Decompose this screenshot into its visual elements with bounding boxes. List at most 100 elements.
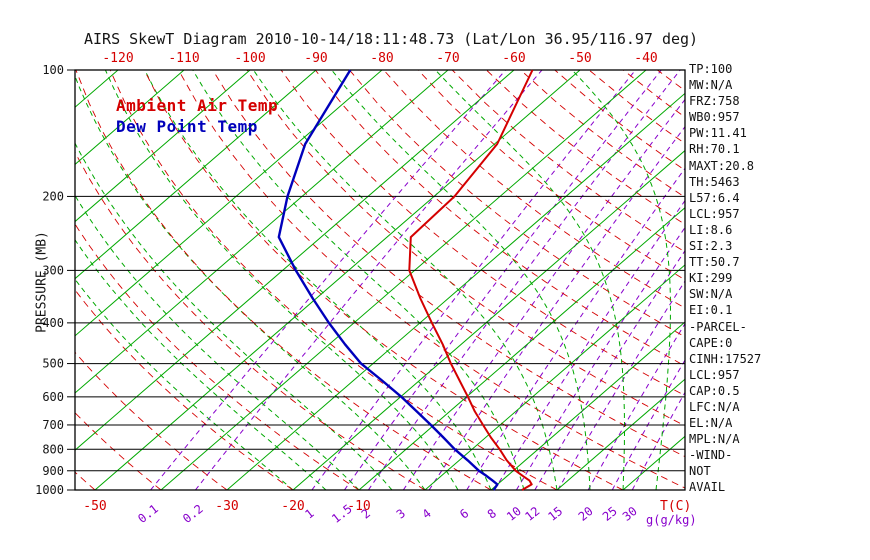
pressure-tick-label: 500 xyxy=(42,357,64,371)
stats-line: LCL:957 xyxy=(689,367,740,382)
mixing-ratio-label: 8 xyxy=(485,506,499,521)
chart-title: AIRS SkewT Diagram 2010-10-14/18:11:48.7… xyxy=(84,30,699,48)
dry-adiabat-line xyxy=(109,70,558,490)
stats-line: SW:N/A xyxy=(689,287,733,302)
isotherm-line xyxy=(75,70,251,223)
mixing-ratio-label: 12 xyxy=(522,504,542,524)
stats-line: LFC:N/A xyxy=(689,399,740,414)
stats-line: -PARCEL- xyxy=(689,319,747,334)
mixing-ratio-line xyxy=(428,125,685,490)
mixing-ratio-label: 2 xyxy=(359,506,373,521)
dry-adiabat-line xyxy=(143,70,624,490)
stats-line: -WIND- xyxy=(689,448,733,463)
bottom-temp-label: -30 xyxy=(215,499,238,514)
stats-line: PW:11.41 xyxy=(689,126,747,141)
dewpoint-profile-line xyxy=(277,69,499,491)
mixing-ratio-label: 10 xyxy=(504,504,524,524)
stats-line: RH:70.1 xyxy=(689,142,740,157)
mixing-ratio-line xyxy=(534,249,685,490)
stats-line: CAPE:0 xyxy=(689,335,733,350)
stats-line: TH:5463 xyxy=(689,174,740,189)
legend-ambient-air-temp: Ambient Air Temp xyxy=(116,96,279,115)
dry-adiabat-line xyxy=(75,70,492,490)
pressure-tick-label: 300 xyxy=(42,263,64,277)
dry-adiabat-line xyxy=(178,70,685,489)
moist-adiabat-line xyxy=(571,70,672,490)
dry-adiabat-line xyxy=(383,70,685,309)
isotherm-line xyxy=(75,70,449,394)
moist-adiabat-line xyxy=(75,194,360,490)
dry-adiabat-line xyxy=(75,223,360,490)
mixing-ratio-label: 15 xyxy=(545,504,565,524)
dry-adiabat-line xyxy=(314,70,685,367)
dry-adiabat-line xyxy=(280,70,685,397)
mixing-ratio-label: 6 xyxy=(457,506,471,521)
dry-adiabat-line xyxy=(486,70,685,225)
stats-line: FRZ:758 xyxy=(689,94,740,109)
top-temp-label: -40 xyxy=(634,51,657,66)
top-temp-label: -80 xyxy=(370,51,393,66)
stats-line: L57:6.4 xyxy=(689,190,740,205)
dry-adiabat-line xyxy=(417,70,685,281)
isotherm-line xyxy=(75,70,515,451)
mixing-unit-label: g(g/kg) xyxy=(646,513,697,527)
stats-panel: TP:100 MW:N/A FRZ:758 WB0:957 PW:11.41 RH:70.… xyxy=(689,61,761,496)
stats-line: MAXT:20.8 xyxy=(689,158,755,173)
top-temp-label: -50 xyxy=(568,51,591,66)
top-temp-label: -110 xyxy=(168,51,199,66)
stats-line: TP:100 xyxy=(689,62,733,76)
moist-adiabat-line xyxy=(331,70,591,490)
bottom-temp-label: -10 xyxy=(347,499,370,514)
mixing-ratio-line xyxy=(195,70,543,490)
stats-line: TT:50.7 xyxy=(689,255,740,270)
pressure-tick-label: 1000 xyxy=(35,483,64,497)
stats-line: LI:8.6 xyxy=(689,222,733,237)
mixing-ratio-line xyxy=(367,70,681,490)
pressure-tick-label: 200 xyxy=(42,189,64,203)
stats-line: AVAIL xyxy=(689,480,726,495)
stats-line: MW:N/A xyxy=(689,78,733,93)
stats-line: KI:299 xyxy=(689,271,733,286)
mixing-ratio-label: 20 xyxy=(576,504,596,524)
mixing-ratio-line xyxy=(466,167,685,490)
stats-line: NOT xyxy=(689,464,711,479)
top-temp-label: -120 xyxy=(102,51,133,66)
moist-adiabat-line xyxy=(75,278,294,490)
isotherm-line xyxy=(160,70,647,490)
mixing-ratio-label: 0.2 xyxy=(180,502,206,526)
mixing-ratio-label: 30 xyxy=(620,504,640,524)
stats-line: CINH:17527 xyxy=(689,351,762,366)
temp-profile-line xyxy=(408,69,534,491)
mixing-ratio-label: 1 xyxy=(302,506,316,521)
stats-line: EI:0.1 xyxy=(689,303,733,318)
mixing-ratio-line xyxy=(402,98,685,490)
moist-adiabat-line xyxy=(75,74,426,490)
mixing-ratio-line xyxy=(150,70,506,490)
bottom-temp-label: -50 xyxy=(83,499,106,514)
isotherm-line xyxy=(75,70,317,280)
background-lines xyxy=(75,70,685,490)
pressure-tick-label: 800 xyxy=(42,442,64,456)
pressure-tick-label: 900 xyxy=(42,464,64,478)
pressure-tick-label: 400 xyxy=(42,316,64,330)
pressure-tick-label: 600 xyxy=(42,390,64,404)
moist-adiabat-line xyxy=(75,142,393,490)
mixing-ratio-label: 25 xyxy=(600,504,620,524)
top-temp-label: -90 xyxy=(304,51,327,66)
top-temp-label: -60 xyxy=(502,51,525,66)
plot-frame xyxy=(74,69,686,491)
mixing-ratio-line xyxy=(493,199,685,490)
isotherm-line xyxy=(75,70,185,166)
temp-unit-label: T(C) xyxy=(660,499,691,514)
moist-adiabat-line xyxy=(75,239,327,490)
stats-line: LCL:957 xyxy=(689,206,740,221)
legend-dew-point-temp: Dew Point Temp xyxy=(116,117,258,136)
bottom-temp-label: -20 xyxy=(281,499,304,514)
pressure-tick-label: 100 xyxy=(42,63,64,77)
dry-adiabat-line xyxy=(451,70,685,253)
stats-line: MPL:N/A xyxy=(689,432,740,447)
stats-line: WB0:957 xyxy=(689,110,740,125)
isotherm-line xyxy=(424,264,685,490)
